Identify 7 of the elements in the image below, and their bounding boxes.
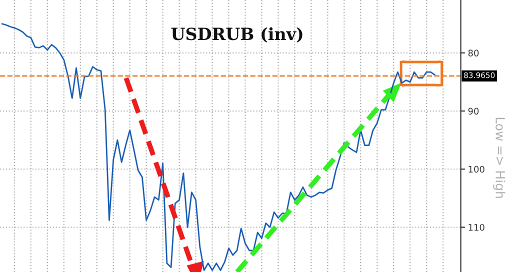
text: USDRUB (inv) <box>171 27 302 43</box>
y-tick-label: 90 <box>468 108 479 115</box>
y-tick-label: 110 <box>468 224 484 231</box>
text: Low => High <box>493 118 506 198</box>
y-tick-label: 100 <box>468 166 484 173</box>
y-tick-label: 80 <box>468 50 479 56</box>
line-series <box>1 23 436 271</box>
